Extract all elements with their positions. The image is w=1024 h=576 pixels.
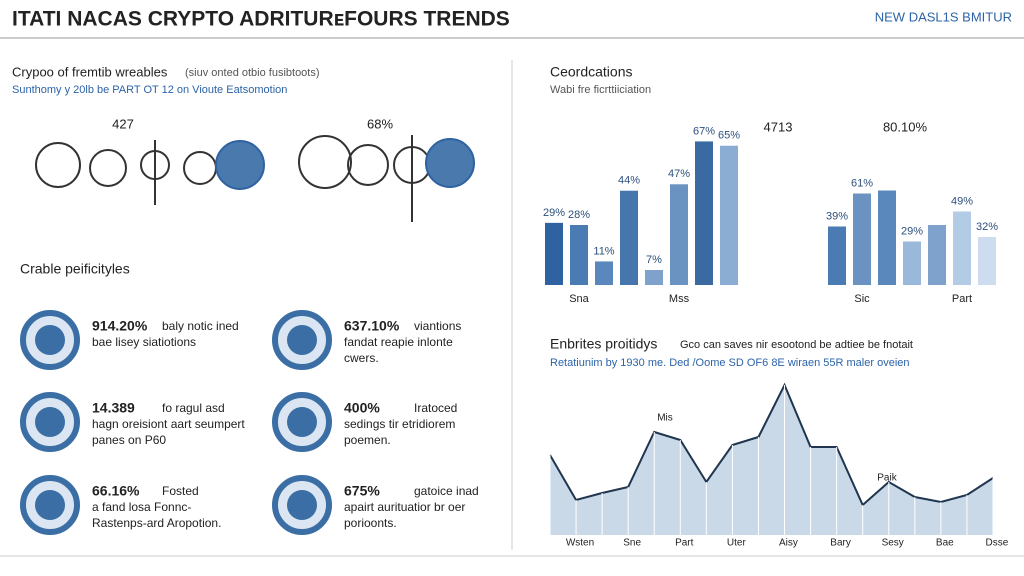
stat-text: Rastenps-ard Aropotion. [92, 516, 221, 530]
chart-subtitle: Retatiunim by 1930 me. Ded /Oome SD OF6 … [550, 357, 910, 369]
left-title: Crypoo of fremtib wreables [12, 64, 168, 79]
bar [978, 237, 996, 285]
bar [853, 193, 871, 285]
value-label: 44% [618, 175, 640, 187]
x-tick-label: Aisy [779, 538, 798, 549]
bar [720, 145, 738, 285]
stat-text: viantions [414, 319, 461, 333]
stat-text: bae lisey siatiotions [92, 335, 196, 349]
chart-note: Gco can saves nir esootond be adtiee be … [680, 339, 913, 351]
stat-text: panes on P60 [92, 433, 166, 447]
section-title: Crable peificityles [20, 261, 130, 277]
x-tick-label: Mss [669, 293, 690, 305]
crypto-icons [35, 135, 475, 222]
bar [878, 190, 896, 285]
stat-text: cwers. [344, 351, 379, 365]
x-tick-label: Bary [830, 538, 851, 549]
x-tick-label: Uter [727, 538, 747, 549]
chart-title: Enbrites proitidys [550, 336, 657, 352]
icon-label: 427 [112, 116, 134, 131]
x-tick-label: Part [675, 538, 694, 549]
stat-value: 914.20% [92, 318, 148, 334]
bar [928, 225, 946, 285]
area [550, 385, 993, 535]
stat-icon-core [35, 407, 65, 437]
bar [620, 190, 638, 285]
stat-value: 66.16% [92, 483, 140, 499]
x-tick-label: Sic [854, 293, 870, 305]
chart-subtitle: Wabi fre ficrttiiciation [550, 84, 651, 96]
value-label: 67% [693, 125, 715, 137]
x-tick-label: Sne [623, 538, 641, 549]
stat-text: a fand losa Fonnc- [92, 500, 191, 514]
stat-text: Fosted [162, 484, 199, 498]
page-title: ITATI NACAS CRYPTO ADRITURᴇFOURS TRENDS [12, 8, 510, 31]
bar [545, 222, 563, 285]
value-label: 39% [826, 210, 848, 222]
stat-text: apairt aurituatior br oer [344, 500, 465, 514]
x-tick-label: Sesy [882, 538, 904, 549]
stat-text: porioonts. [344, 516, 397, 530]
bar [670, 184, 688, 285]
chart-title: Ceordcations [550, 64, 633, 80]
value-label: 7% [646, 254, 662, 266]
value-label: 49% [951, 195, 973, 207]
value-label: 32% [976, 221, 998, 233]
line [549, 382, 994, 507]
stat-text: fandat reapie inlonte [344, 335, 453, 349]
stat-icon-core [287, 407, 317, 437]
stat-value: 637.10% [344, 318, 400, 334]
value-label: 65% [718, 130, 740, 142]
bar [595, 261, 613, 285]
value-label: 28% [568, 209, 590, 221]
annotation: Mis [657, 413, 673, 424]
stat-text: sedings tir etridiorem [344, 417, 455, 431]
bar [695, 141, 713, 285]
stat-value: 14.389 [92, 400, 135, 416]
stat-icon-core [287, 490, 317, 520]
stat-icon-core [287, 325, 317, 355]
stat-text: poemen. [344, 433, 391, 447]
value-label: 29% [543, 207, 565, 219]
value-label: 47% [668, 168, 690, 180]
stat-value: 400% [344, 400, 380, 416]
left-note: (siuv onted otbio fusibtoots) [185, 67, 320, 79]
x-tick-label: Sna [569, 293, 589, 305]
x-tick-label: Dsse [986, 538, 1009, 549]
stat-text: gatoice inad [414, 484, 479, 498]
bar [953, 211, 971, 285]
stat-text: baly notic ined [162, 319, 239, 333]
stat-text: Iratoced [414, 401, 457, 415]
value-label: 11% [593, 245, 614, 257]
stat-icon-core [35, 325, 65, 355]
header-number: 4713 [764, 119, 793, 134]
icon-label: 68% [367, 116, 393, 131]
left-subtitle: Sunthomy y 20lb be PART OT 12 on Vioute … [12, 84, 287, 96]
bar [828, 226, 846, 285]
stat-icon-core [35, 490, 65, 520]
bar [903, 241, 921, 285]
x-tick-label: Part [952, 293, 972, 305]
value-label: 29% [901, 225, 923, 237]
header-number: 80.10% [883, 119, 928, 134]
stat-value: 675% [344, 483, 380, 499]
bar [570, 225, 588, 285]
stat-text: hagn oreisiont aart seumpert [92, 417, 245, 431]
x-tick-label: Bae [936, 538, 954, 549]
stat-text: fo ragul asd [162, 401, 225, 415]
x-tick-label: Wsten [566, 538, 594, 549]
bar [645, 270, 663, 285]
annotation: Paik [877, 473, 897, 484]
value-label: 61% [851, 177, 873, 189]
badge: NEW DASL1S BMITUR [875, 9, 1012, 24]
